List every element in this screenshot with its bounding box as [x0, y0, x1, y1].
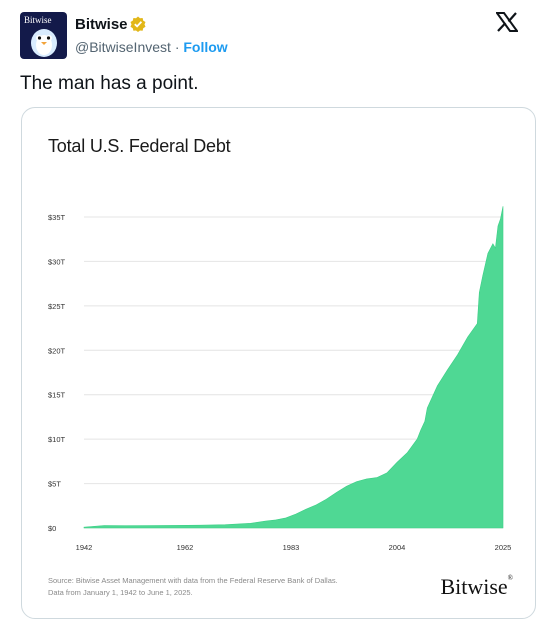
y-tick-label: $10T: [48, 435, 66, 444]
source-note: Source: Bitwise Asset Management with da…: [48, 575, 388, 599]
source-note-line-2: Data from January 1, 1942 to June 1, 202…: [48, 588, 193, 597]
series-debt-area: [83, 206, 504, 529]
y-tick-label: $35T: [48, 213, 66, 222]
y-tick-label: $0: [48, 524, 56, 533]
x-tick-label: 1942: [76, 543, 93, 552]
follow-button[interactable]: Follow: [183, 39, 228, 55]
y-tick-label: $5T: [48, 480, 61, 489]
handle-line: @BitwiseInvest · Follow: [75, 39, 228, 55]
x-tick-label: 1983: [283, 543, 300, 552]
x-tick-label: 1962: [177, 543, 194, 552]
penguin-mascot-icon: [31, 29, 57, 57]
separator: ·: [174, 39, 180, 55]
bitwise-logo: Bitwise®: [440, 574, 513, 600]
registered-mark: ®: [507, 574, 513, 582]
author-name[interactable]: Bitwise: [75, 16, 128, 33]
tweet-header: Bitwise Bitwise @BitwiseInvest · Follow: [20, 10, 520, 60]
x-tick-label: 2004: [389, 543, 406, 552]
y-tick-label: $20T: [48, 346, 66, 355]
x-tick-label: 2025: [495, 543, 512, 552]
y-tick-label: $30T: [48, 257, 66, 266]
y-tick-label: $15T: [48, 391, 66, 400]
tweet-text: The man has a point.: [20, 73, 199, 94]
bitwise-logo-text: Bitwise: [440, 574, 508, 599]
x-logo-icon[interactable]: [496, 12, 518, 32]
media-card[interactable]: Total U.S. Federal Debt $0 $5T $10T $15T $20…: [21, 107, 536, 619]
source-note-line-1: Source: Bitwise Asset Management with da…: [48, 576, 338, 585]
debt-area-chart: $0 $5T $10T $15T $20T $25T $30T $35T 1942 1962 198…: [48, 206, 512, 552]
avatar-wordmark: Bitwise: [24, 15, 52, 25]
handle[interactable]: @BitwiseInvest: [75, 39, 171, 55]
y-tick-label: $25T: [48, 302, 66, 311]
chart-title: Total U.S. Federal Debt: [48, 136, 231, 156]
verified-badge-icon: [130, 16, 146, 32]
avatar[interactable]: Bitwise: [20, 12, 67, 59]
